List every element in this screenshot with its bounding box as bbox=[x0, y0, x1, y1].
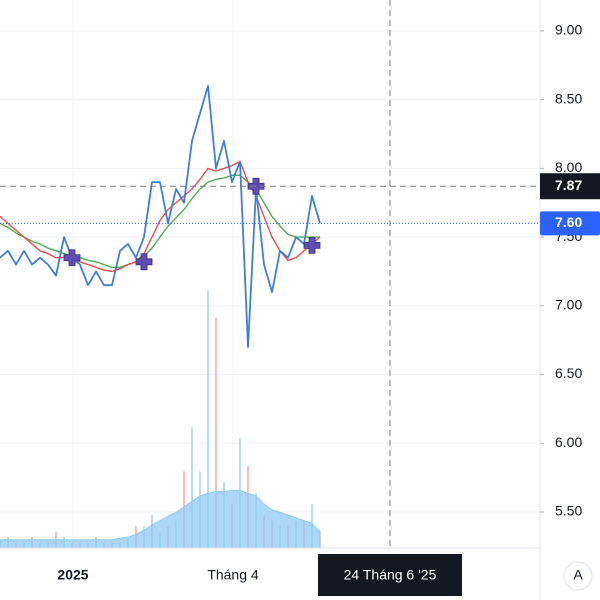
volume-bar bbox=[207, 290, 209, 548]
last-price-label: 7.60 bbox=[555, 214, 582, 230]
plot-area bbox=[0, 85, 321, 348]
signal-marker bbox=[63, 249, 81, 267]
volume-ma-area bbox=[0, 489, 321, 549]
y-tick-label: 6.00 bbox=[555, 434, 582, 450]
y-tick-label: 6.50 bbox=[555, 365, 582, 381]
signal-marker bbox=[303, 236, 321, 254]
price-line bbox=[0, 85, 321, 348]
scale-button[interactable]: A bbox=[563, 561, 593, 591]
last-price-box bbox=[540, 211, 600, 236]
y-tick-label: 8.50 bbox=[555, 90, 582, 106]
scale-button-label[interactable]: A bbox=[573, 567, 583, 583]
x-tick-label: Tháng 4 bbox=[207, 567, 259, 583]
crosshair-x-box bbox=[318, 554, 462, 596]
volume-pane bbox=[0, 290, 321, 549]
y-tick-label: 7.00 bbox=[555, 297, 582, 313]
volume-bar bbox=[191, 427, 193, 548]
y-tick-label: 9.00 bbox=[555, 22, 582, 38]
y-tick-label: 8.00 bbox=[555, 159, 582, 175]
x-tick-label: 2025 bbox=[57, 567, 88, 583]
scale-button-circle[interactable] bbox=[563, 561, 593, 591]
price-line bbox=[0, 160, 321, 273]
volume-bar bbox=[215, 317, 217, 548]
y-tick-label: 5.50 bbox=[555, 503, 582, 519]
crosshair-y-box bbox=[540, 173, 600, 200]
crosshair-y-label: 7.87 bbox=[555, 177, 582, 193]
price-line bbox=[0, 174, 320, 269]
signal-marker bbox=[135, 253, 153, 271]
crosshair-x-label: 24 Tháng 6 '25 bbox=[344, 567, 437, 583]
grid bbox=[0, 0, 540, 548]
